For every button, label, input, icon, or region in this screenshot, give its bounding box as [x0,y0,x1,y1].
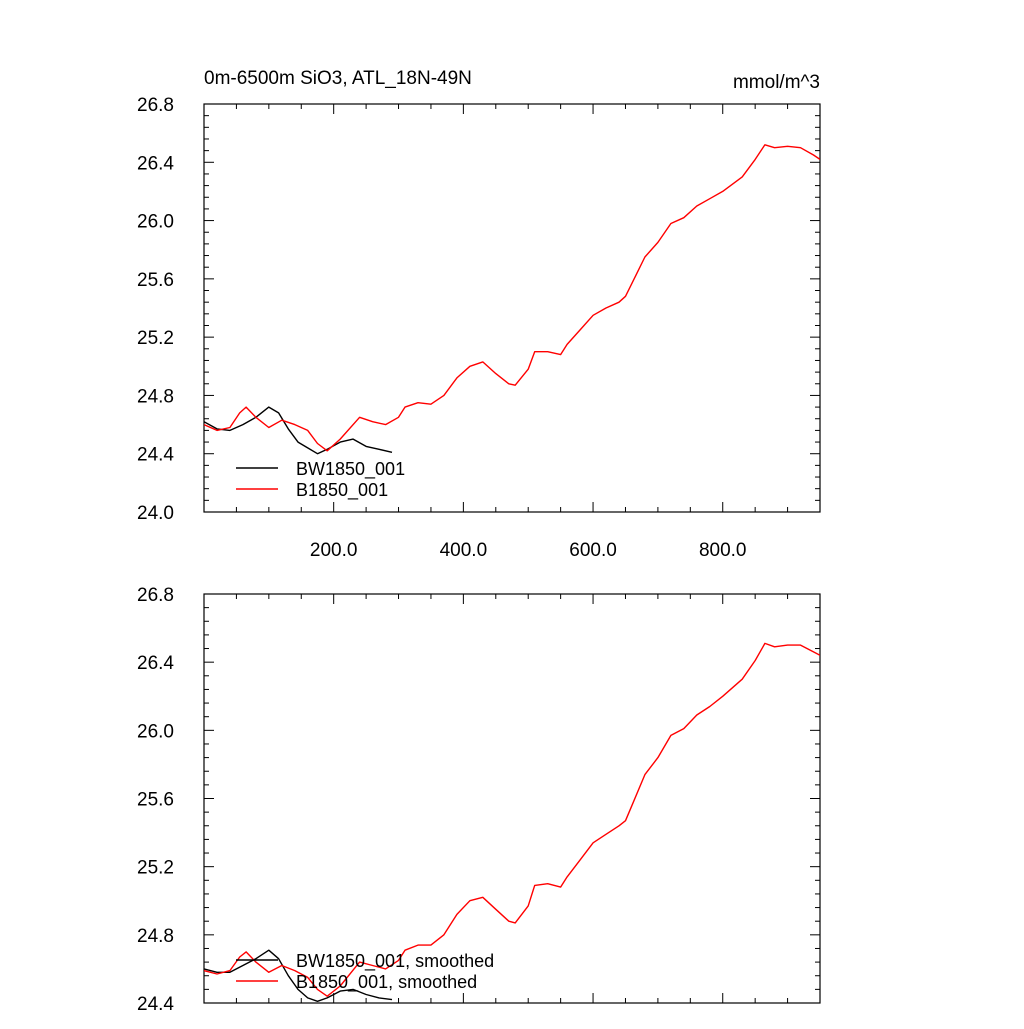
chart-units: mmol/m^3 [733,72,820,93]
plot-frame [203,103,821,513]
x-tick-label: 200.0 [310,540,358,561]
series-group [204,144,820,455]
y-tick-label: 24.8 [137,386,174,407]
y-tick-label: 24.4 [137,445,174,466]
series-group [204,642,820,1002]
legend-label: B1850_001 [296,480,388,501]
y-tick-label: 25.6 [137,790,174,811]
y-tick-label: 26.8 [137,95,174,116]
legend-label: BW1850_001, smoothed [296,951,494,972]
y-tick-label: 25.6 [137,270,174,291]
x-tick-label: 600.0 [569,540,617,561]
legend-label: BW1850_001 [296,459,405,480]
series-line-b1850 [204,144,820,452]
series-line-bw1850 [204,406,393,455]
y-tick-label: 24.8 [137,926,174,947]
y-tick-label: 25.2 [137,858,174,879]
chart-title: 0m-6500m SiO3, ATL_18N-49N [204,68,472,89]
series-line-b1850 [204,642,820,997]
y-tick-label: 26.4 [137,153,174,174]
y-tick-label: 26.0 [137,212,174,233]
x-tick-label: 800.0 [699,540,747,561]
legend-label: B1850_001, smoothed [296,972,477,993]
plot-frame [203,593,821,1004]
y-tick-label: 26.0 [137,721,174,742]
y-tick-label: 25.2 [137,328,174,349]
x-tick-label: 400.0 [440,540,488,561]
y-tick-label: 24.0 [137,503,174,524]
y-tick-label: 24.4 [137,994,174,1015]
bottom-panel: 24.4 24.8 25.2 25.6 26.0 26.4 26.8 BW1850_001, … [137,585,821,1015]
y-tick-label: 26.8 [137,585,174,606]
top-panel: 24.0 24.4 24.8 25.2 25.6 26.0 26.4 26.8 200.0 400… [137,95,821,561]
series-line-bw1850 [204,949,393,1002]
y-tick-label: 26.4 [137,653,174,674]
